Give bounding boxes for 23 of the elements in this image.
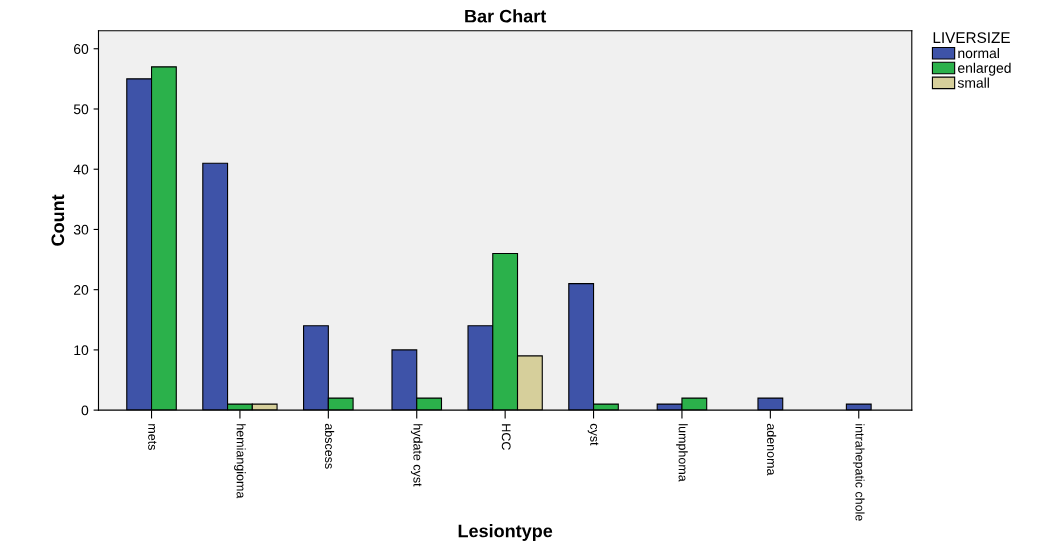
x-tick-label: HCC [501, 424, 511, 450]
y-tick-label: 20 [74, 285, 89, 295]
x-tick-label: intrahepatic chole [852, 424, 865, 521]
y-tick-label: 0 [81, 405, 89, 416]
x-tick-label: abscess [324, 423, 335, 469]
y-tick-label: 30 [73, 224, 89, 235]
x-tick-label: hydate cyst [410, 424, 423, 487]
x-tick-label: adenoma [767, 423, 777, 476]
legend-title: LIVERSIZE [933, 32, 1010, 44]
legend-label: small [957, 77, 989, 88]
y-tick-label: 40 [73, 164, 89, 175]
y-tick-label: 10 [74, 345, 89, 356]
x-axis-title: Lesiontype [458, 524, 553, 541]
x-tick-label: cyst [587, 423, 599, 446]
chart-title: Bar Chart [465, 9, 547, 23]
y-tick-label: 50 [73, 104, 89, 115]
x-tick-label: lumphoma [676, 424, 688, 482]
legend-label: enlarged [958, 62, 1011, 76]
y-axis-title: Count [51, 194, 65, 246]
x-tick-label: mets [148, 424, 157, 450]
legend-label: normal [958, 47, 999, 59]
x-tick-label: hemiangioma [234, 424, 246, 499]
y-tick-label: 60 [74, 44, 89, 54]
